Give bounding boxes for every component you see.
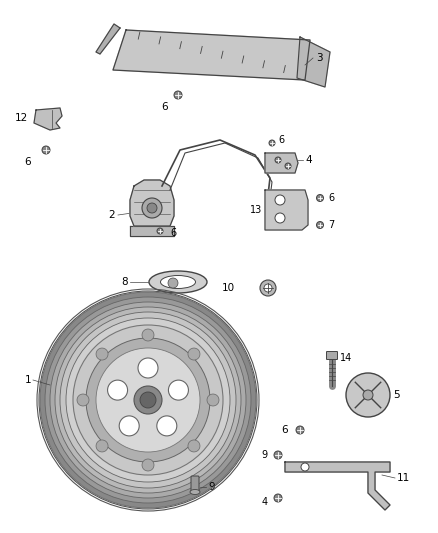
Circle shape <box>363 390 373 400</box>
Text: 9: 9 <box>262 450 268 460</box>
Circle shape <box>96 348 108 360</box>
Circle shape <box>188 348 200 360</box>
Circle shape <box>77 394 89 406</box>
Polygon shape <box>265 190 308 230</box>
Circle shape <box>73 325 223 475</box>
Circle shape <box>301 463 309 471</box>
Circle shape <box>317 222 324 229</box>
Circle shape <box>157 228 163 234</box>
Circle shape <box>274 451 282 459</box>
Polygon shape <box>297 37 330 87</box>
Text: 9: 9 <box>208 482 215 492</box>
Text: 11: 11 <box>397 473 410 483</box>
Polygon shape <box>96 24 120 54</box>
FancyBboxPatch shape <box>191 476 199 492</box>
Ellipse shape <box>149 271 207 293</box>
Polygon shape <box>130 226 174 236</box>
Circle shape <box>55 307 241 493</box>
Circle shape <box>275 157 281 163</box>
Circle shape <box>346 373 390 417</box>
Polygon shape <box>113 30 310 80</box>
Circle shape <box>269 140 275 146</box>
FancyBboxPatch shape <box>326 351 338 359</box>
Text: 1: 1 <box>25 375 32 385</box>
Circle shape <box>274 494 282 502</box>
Circle shape <box>140 392 156 408</box>
Circle shape <box>138 358 158 378</box>
Circle shape <box>96 440 108 452</box>
Text: 6: 6 <box>170 228 176 238</box>
Text: 6: 6 <box>162 102 168 112</box>
Ellipse shape <box>190 489 200 495</box>
Circle shape <box>264 284 272 292</box>
Text: 13: 13 <box>250 205 262 215</box>
Circle shape <box>50 302 246 498</box>
Circle shape <box>142 198 162 218</box>
Circle shape <box>60 312 236 488</box>
Text: 7: 7 <box>328 220 334 230</box>
Circle shape <box>296 426 304 434</box>
Circle shape <box>188 440 200 452</box>
Text: 8: 8 <box>121 277 128 287</box>
Text: 12: 12 <box>15 113 28 123</box>
Text: 14: 14 <box>340 353 352 363</box>
Circle shape <box>40 292 256 508</box>
Polygon shape <box>265 153 298 173</box>
Text: 10: 10 <box>222 283 235 293</box>
Polygon shape <box>285 462 390 510</box>
Circle shape <box>45 297 251 503</box>
Circle shape <box>275 195 285 205</box>
Circle shape <box>168 278 178 288</box>
Circle shape <box>86 338 210 462</box>
Circle shape <box>275 213 285 223</box>
Text: 4: 4 <box>305 155 311 165</box>
Text: 6: 6 <box>278 135 284 145</box>
Polygon shape <box>34 108 62 130</box>
Text: 5: 5 <box>393 390 399 400</box>
Text: 4: 4 <box>262 497 268 507</box>
Circle shape <box>174 91 182 99</box>
Circle shape <box>207 394 219 406</box>
Text: 3: 3 <box>316 53 323 63</box>
Circle shape <box>317 195 324 201</box>
Text: 6: 6 <box>25 157 31 167</box>
Circle shape <box>42 146 50 154</box>
Circle shape <box>157 416 177 436</box>
Circle shape <box>142 459 154 471</box>
Text: 2: 2 <box>108 210 115 220</box>
Circle shape <box>96 348 200 452</box>
Circle shape <box>108 380 127 400</box>
Circle shape <box>285 163 291 169</box>
Circle shape <box>66 318 230 482</box>
Circle shape <box>142 329 154 341</box>
Circle shape <box>260 280 276 296</box>
Ellipse shape <box>160 276 195 288</box>
Text: 6: 6 <box>328 193 334 203</box>
Circle shape <box>134 386 162 414</box>
Polygon shape <box>130 180 174 226</box>
Circle shape <box>147 203 157 213</box>
Text: 6: 6 <box>281 425 288 435</box>
Circle shape <box>119 416 139 436</box>
Circle shape <box>169 380 188 400</box>
